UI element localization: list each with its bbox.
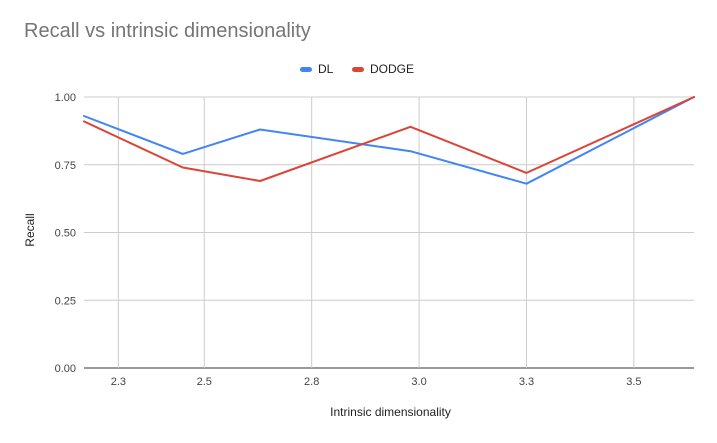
x-tick-label: 3.0 bbox=[411, 376, 426, 388]
chart-title: Recall vs intrinsic dimensionality bbox=[24, 20, 311, 42]
y-tick-label: 1.00 bbox=[55, 92, 76, 104]
legend-item-dl[interactable]: DL bbox=[300, 60, 333, 78]
legend-label-dl: DL bbox=[318, 62, 334, 76]
x-tick-label: 3.5 bbox=[626, 376, 641, 388]
legend-item-dodge[interactable]: DODGE bbox=[352, 60, 414, 78]
series-line-dl bbox=[83, 96, 695, 185]
y-tick-label: 0.50 bbox=[55, 228, 76, 240]
series-line-dodge bbox=[83, 96, 695, 182]
x-tick-label: 2.8 bbox=[304, 376, 319, 388]
y-tick-label: 0.75 bbox=[55, 160, 76, 172]
legend-swatch-dl bbox=[300, 66, 312, 72]
y-tick-label: 0.25 bbox=[55, 295, 76, 307]
legend-label-dodge: DODGE bbox=[370, 62, 415, 76]
x-tick-label: 2.3 bbox=[111, 376, 126, 388]
x-tick-label: 3.3 bbox=[519, 376, 534, 388]
legend-swatch-dodge bbox=[352, 66, 364, 72]
x-tick-label: 2.5 bbox=[197, 376, 212, 388]
x-axis-title: Intrinsic dimensionality bbox=[330, 405, 451, 419]
legend: DL DODGE bbox=[0, 60, 717, 78]
y-tick-label: 0.00 bbox=[55, 363, 76, 375]
y-axis-title: Recall bbox=[23, 213, 37, 247]
